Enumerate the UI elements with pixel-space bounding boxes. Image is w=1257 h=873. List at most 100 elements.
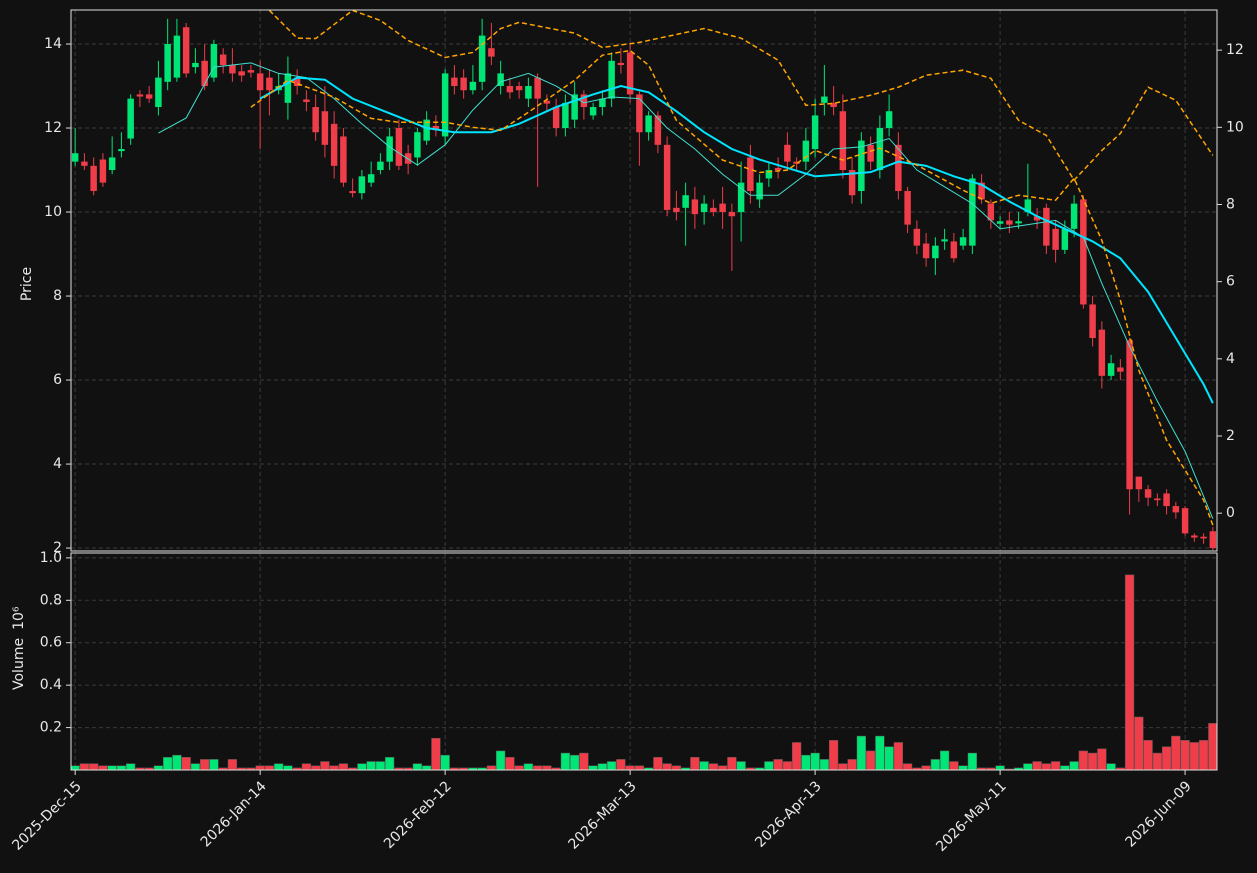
volume-bar <box>283 765 293 771</box>
candle-body <box>580 94 588 108</box>
candle-body <box>441 73 449 137</box>
volume-bar <box>847 759 857 771</box>
volume-bar <box>856 735 867 771</box>
volume-bar <box>1069 761 1079 771</box>
volume-bar <box>1097 748 1107 771</box>
candle-body <box>589 107 597 116</box>
volume-bar <box>1152 752 1162 771</box>
volume-bar <box>375 761 386 771</box>
candle-body <box>358 176 366 194</box>
price-axis-label: Price <box>19 267 35 301</box>
volume-bar <box>542 765 552 771</box>
volume-bar <box>662 763 672 771</box>
volume-bar <box>949 761 959 771</box>
candle-body <box>506 86 514 93</box>
volume-bar <box>773 759 783 771</box>
candle-body <box>256 73 264 91</box>
volume-bar <box>495 750 506 771</box>
candle-body <box>710 207 717 213</box>
volume-bar <box>764 761 774 771</box>
volume-bar <box>200 759 210 771</box>
candle-body <box>737 182 745 213</box>
candle-body <box>247 70 255 73</box>
volume-bar <box>1134 716 1144 771</box>
volume-bar <box>181 757 191 771</box>
plot-frame <box>70 552 1218 771</box>
candle-body <box>1144 489 1152 498</box>
volume-bar <box>311 765 321 771</box>
candle-body <box>626 52 634 95</box>
candle-body <box>950 241 958 259</box>
volume-bar <box>634 765 645 771</box>
candle-body <box>1080 199 1087 305</box>
volume-bar <box>514 765 524 771</box>
candle-body <box>978 182 985 200</box>
candle-body <box>349 191 356 194</box>
volume-bar <box>1060 765 1070 771</box>
volume-bar <box>884 746 894 771</box>
candle-body <box>497 73 504 87</box>
candle-body <box>996 221 1004 224</box>
volume-bar <box>264 765 275 771</box>
candle-body <box>330 123 338 166</box>
y2-tick-label: 0 <box>1226 505 1235 521</box>
candle-body <box>155 77 162 108</box>
volume-bar <box>1189 742 1199 771</box>
y2-tick-label: 6 <box>1226 274 1235 290</box>
candle-body <box>201 60 208 87</box>
volume-bar <box>930 759 940 771</box>
volume-bar <box>782 761 793 771</box>
volume-bar <box>865 750 876 771</box>
candle-body <box>941 239 948 242</box>
candle-body <box>1126 340 1133 490</box>
candle-body <box>756 182 763 200</box>
candle-body <box>673 207 680 213</box>
candle-body <box>1043 207 1050 246</box>
candle-body <box>192 62 199 68</box>
volume-bar <box>1198 740 1209 771</box>
volume-bar <box>1050 761 1061 771</box>
candle-body <box>488 48 495 57</box>
y2-tick-label: 4 <box>1226 351 1235 367</box>
candle-body <box>182 27 190 74</box>
candle-body <box>1181 508 1189 534</box>
volume-bar <box>274 763 284 771</box>
candle-body <box>238 71 245 76</box>
candle-body <box>1154 498 1161 501</box>
candle-body <box>515 86 523 91</box>
candle-body <box>552 107 560 129</box>
y-tick-label: 2 <box>53 540 62 556</box>
candle-body <box>932 245 939 259</box>
candle-body <box>478 35 486 82</box>
volume-bar <box>1161 746 1172 771</box>
volume-bar <box>440 754 450 771</box>
volume-bar <box>329 765 339 771</box>
indicator-line <box>259 76 1214 404</box>
candle-body <box>747 157 754 192</box>
volume-bar <box>431 737 441 771</box>
candle-body <box>636 94 643 133</box>
volume-bar <box>227 759 238 771</box>
y-tick-label: 8 <box>53 288 62 304</box>
volume-bar <box>1078 750 1088 771</box>
candle-body <box>469 81 477 91</box>
candle-body <box>969 178 976 246</box>
candle-body <box>904 191 911 225</box>
volume-bar <box>163 757 173 771</box>
volume-bar <box>153 765 164 771</box>
volume-bar <box>588 765 598 771</box>
volume-bar <box>838 763 848 771</box>
volume-bar <box>560 752 571 771</box>
volume-bar <box>338 763 349 771</box>
y-tick-label: 0.6 <box>40 635 62 651</box>
candle-body <box>1015 221 1022 224</box>
volume-bar <box>1208 723 1218 771</box>
y-tick-label: 4 <box>53 456 62 472</box>
volume-bar <box>1106 763 1116 771</box>
candle-body <box>617 62 625 66</box>
candle-body <box>774 167 782 171</box>
candle-body <box>682 195 689 208</box>
y-tick-label: 12 <box>44 120 62 136</box>
